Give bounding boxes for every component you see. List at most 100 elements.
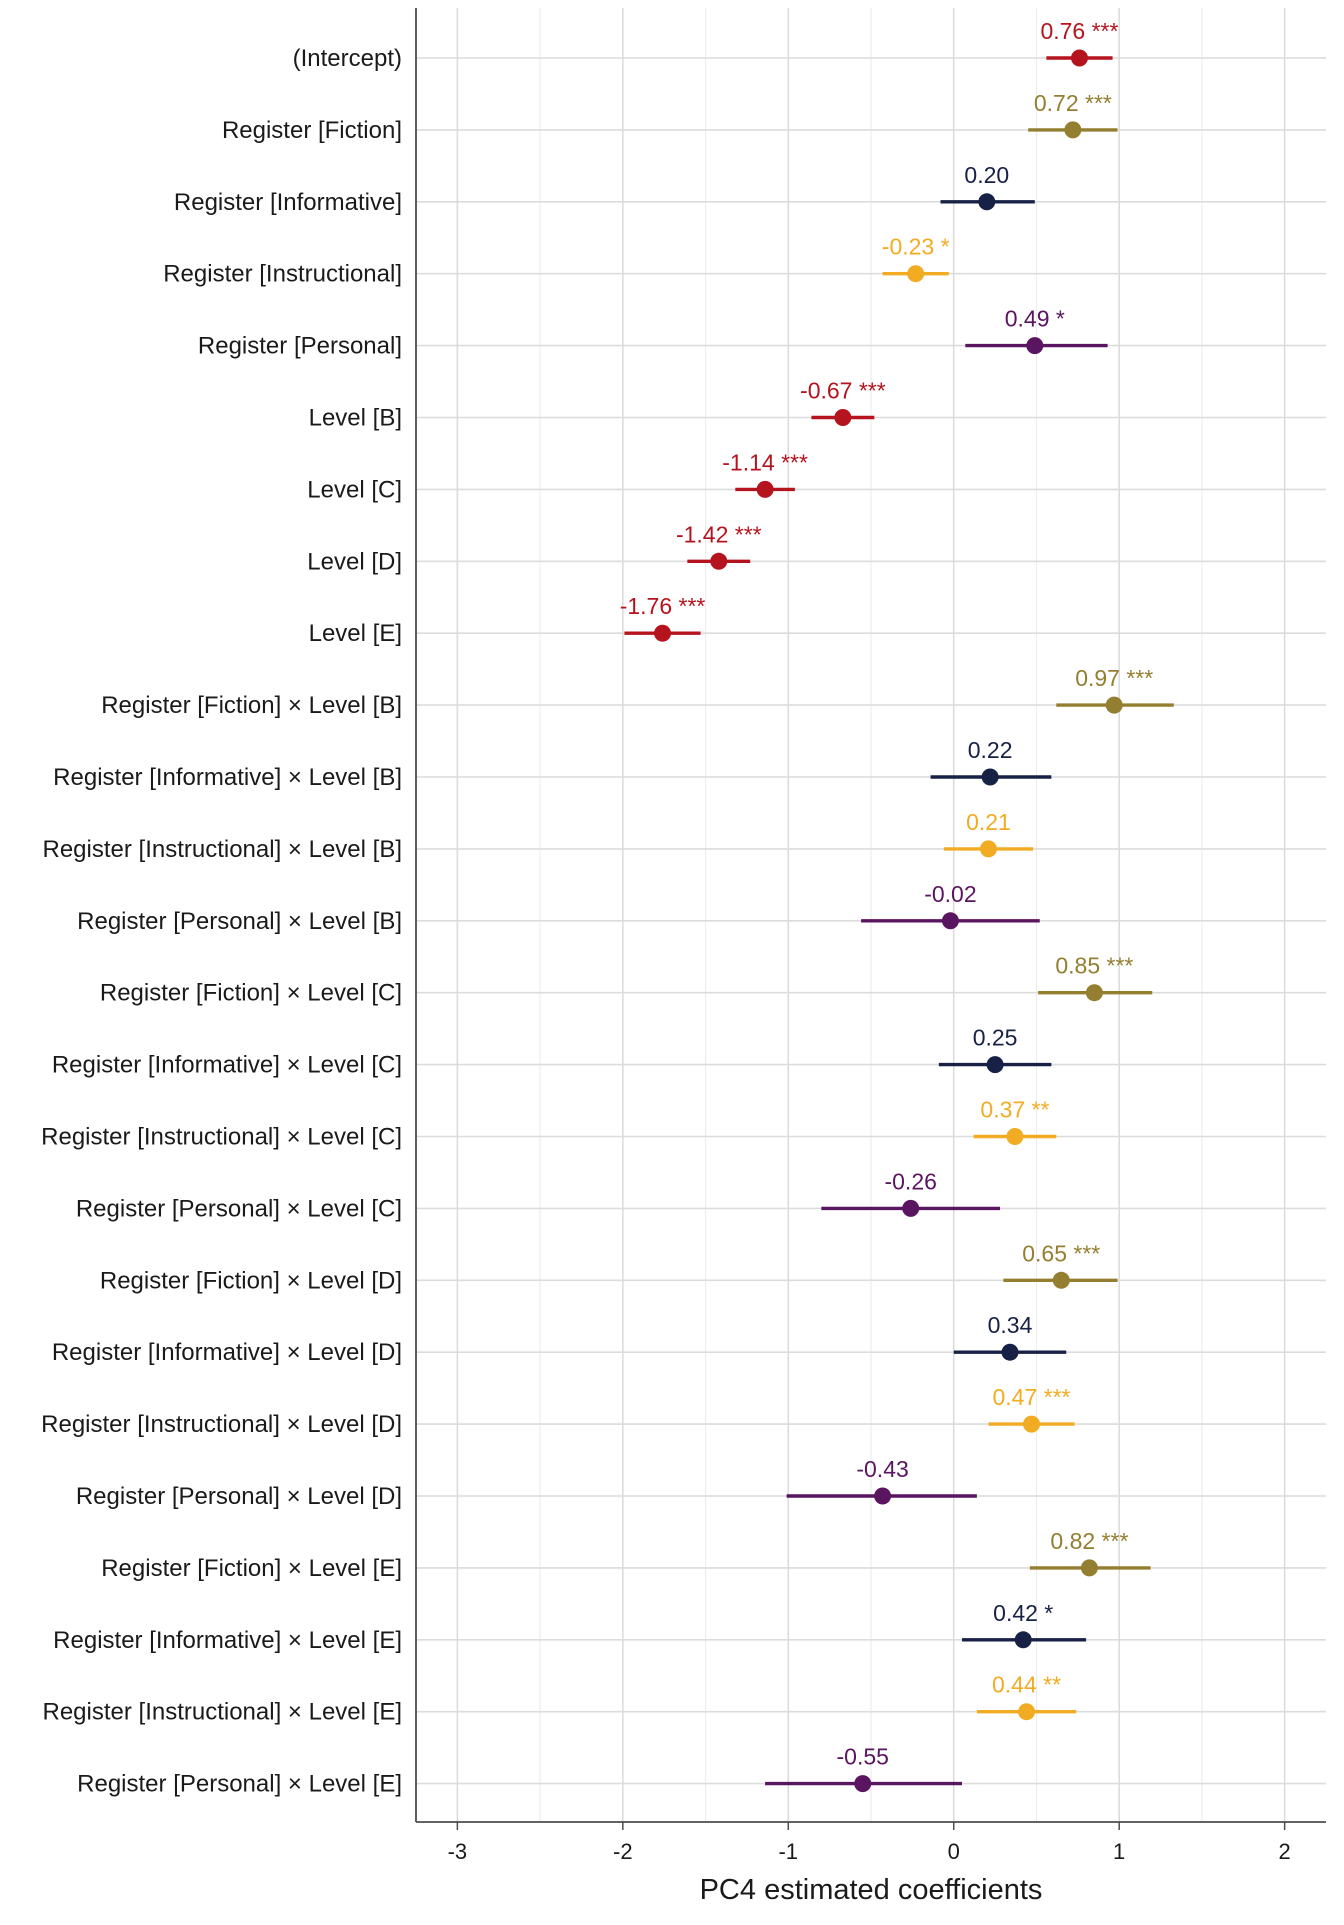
estimate-label: 0.47 ***: [992, 1384, 1070, 1410]
estimate-label: 0.34: [988, 1312, 1033, 1338]
x-tick-label: 0: [948, 1839, 960, 1864]
coefficient-term: -0.67 ***: [800, 378, 886, 426]
estimate-point: [1001, 1343, 1019, 1361]
term-label: Register [Instructional] × Level [E]: [42, 1699, 402, 1726]
vertical-gridlines: [456, 8, 1286, 1822]
coefficient-term: -1.14 ***: [722, 449, 808, 498]
term-label: Register [Informative]: [174, 189, 402, 216]
x-tick-label: -2: [613, 1839, 633, 1864]
term-label: Register [Informative] × Level [E]: [53, 1627, 402, 1654]
coefficient-term: -0.43: [786, 1456, 977, 1505]
coefficient-term: 0.82 ***: [1029, 1528, 1151, 1577]
estimate-label: -0.43: [856, 1456, 908, 1482]
term-label: Level [E]: [309, 620, 402, 647]
estimate-label: -1.76 ***: [620, 593, 706, 619]
estimate-point: [1085, 984, 1103, 1002]
estimate-label: 0.22: [968, 737, 1013, 763]
x-tick-label: -1: [778, 1839, 798, 1864]
estimate-label: 0.72 ***: [1034, 90, 1112, 116]
coefficient-term: 0.21: [943, 809, 1034, 858]
estimate-point: [941, 912, 959, 930]
coefficient-term: -1.76 ***: [620, 593, 706, 642]
estimate-point: [834, 409, 852, 426]
coefficient-term: 0.42 *: [962, 1600, 1087, 1649]
term-labels: (Intercept) Register [Fiction] Register [I…: [41, 45, 402, 1798]
estimate-label: 0.49 *: [1005, 306, 1065, 332]
estimate-label: 0.37 **: [980, 1097, 1049, 1123]
coefficient-term: -0.55: [765, 1744, 962, 1793]
axes: [415, 8, 1326, 1823]
estimate-label: -0.67 ***: [800, 378, 886, 404]
estimate-label: 0.44 **: [992, 1672, 1061, 1698]
estimate-point: [654, 624, 672, 642]
estimate-label: 0.21: [966, 809, 1011, 835]
estimate-label: -0.23 *: [882, 234, 950, 260]
estimate-label: -0.55: [837, 1744, 889, 1770]
estimate-point: [874, 1487, 892, 1505]
coefficient-term: 0.22: [930, 737, 1052, 786]
estimate-point: [981, 768, 999, 786]
estimate-point: [986, 1056, 1004, 1074]
term-label: Register [Personal] × Level [D]: [76, 1483, 402, 1510]
term-label: Register [Informative] × Level [D]: [52, 1339, 402, 1366]
estimate-label: 0.25: [973, 1025, 1018, 1051]
estimate-point: [854, 1775, 872, 1793]
estimate-point: [710, 552, 728, 570]
estimate-label: 0.97 ***: [1075, 665, 1153, 691]
term-label: Register [Informative] × Level [C]: [52, 1052, 402, 1079]
x-axis-ticks: -3 -2 -1 0 1 2: [448, 1822, 1291, 1864]
coefficient-term: -1.42 ***: [676, 521, 762, 570]
estimate-point: [1105, 696, 1123, 714]
term-label: Register [Fiction] × Level [D]: [100, 1267, 402, 1294]
coefficient-term: 0.85 ***: [1038, 953, 1153, 1002]
estimate-point: [979, 840, 997, 858]
term-label: Level [D]: [307, 548, 402, 575]
coefficient-term: 0.97 ***: [1056, 665, 1174, 714]
estimate-point: [1006, 1128, 1024, 1145]
coefficient-term: -0.26: [821, 1168, 1001, 1217]
term-label: Register [Personal] × Level [E]: [77, 1771, 402, 1798]
estimate-label: 0.82 ***: [1050, 1528, 1128, 1554]
term-label: Register [Instructional] × Level [B]: [42, 836, 402, 863]
estimate-point: [907, 265, 925, 283]
estimate-point: [1022, 1415, 1040, 1433]
coefficient-term: 0.25: [938, 1025, 1052, 1074]
x-tick-label: -3: [448, 1839, 468, 1864]
term-label: Level [C]: [307, 476, 402, 503]
estimate-label: -0.26: [884, 1168, 936, 1194]
estimate-point: [978, 193, 996, 211]
term-label: Register [Personal] × Level [B]: [77, 908, 402, 935]
estimate-label: 0.20: [964, 162, 1009, 188]
estimate-label: 0.76 ***: [1040, 18, 1118, 44]
term-label: (Intercept): [293, 45, 402, 72]
horizontal-gridlines: [416, 57, 1326, 1785]
estimate-point: [1080, 1559, 1098, 1577]
estimate-label: -0.02: [924, 881, 976, 907]
coefficient-marks: 0.76 *** 0.72 *** 0.20 -0.23 * 0.49 * -0.67 *…: [620, 18, 1174, 1793]
x-tick-label: 1: [1113, 1839, 1125, 1864]
coefficient-term: 0.72 ***: [1028, 90, 1118, 139]
term-label: Register [Fiction] × Level [C]: [100, 980, 402, 1007]
term-label: Register [Personal]: [198, 333, 402, 360]
estimate-point: [756, 480, 774, 498]
term-label: Register [Instructional] × Level [C]: [41, 1124, 402, 1151]
coefficient-term: 0.65 ***: [1003, 1240, 1118, 1289]
estimate-point: [902, 1199, 920, 1217]
estimate-label: -1.42 ***: [676, 521, 762, 547]
term-label: Register [Personal] × Level [C]: [76, 1195, 402, 1222]
term-label: Register [Instructional]: [163, 261, 402, 288]
term-label: Register [Instructional] × Level [D]: [41, 1411, 402, 1438]
coefficient-term: 0.44 **: [976, 1672, 1077, 1721]
coefficient-term: -0.02: [861, 881, 1040, 930]
estimate-label: 0.85 ***: [1055, 953, 1133, 979]
term-label: Register [Fiction] × Level [B]: [101, 692, 402, 719]
estimate-point: [1018, 1703, 1036, 1721]
x-axis-title: PC4 estimated coefficients: [700, 1874, 1043, 1906]
estimate-point: [1052, 1271, 1070, 1289]
term-label: Register [Fiction]: [222, 117, 402, 144]
coefficient-term: 0.49 *: [965, 306, 1108, 355]
term-label: Register [Fiction] × Level [E]: [101, 1555, 402, 1582]
coefficient-term: -0.23 *: [882, 234, 950, 283]
